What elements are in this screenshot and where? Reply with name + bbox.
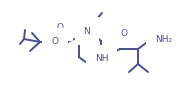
Text: O: O <box>51 38 59 47</box>
Text: O: O <box>56 23 64 32</box>
Text: O: O <box>121 29 127 38</box>
Text: NH: NH <box>95 54 108 63</box>
Text: N: N <box>84 27 90 35</box>
Text: NH₂: NH₂ <box>155 35 172 44</box>
